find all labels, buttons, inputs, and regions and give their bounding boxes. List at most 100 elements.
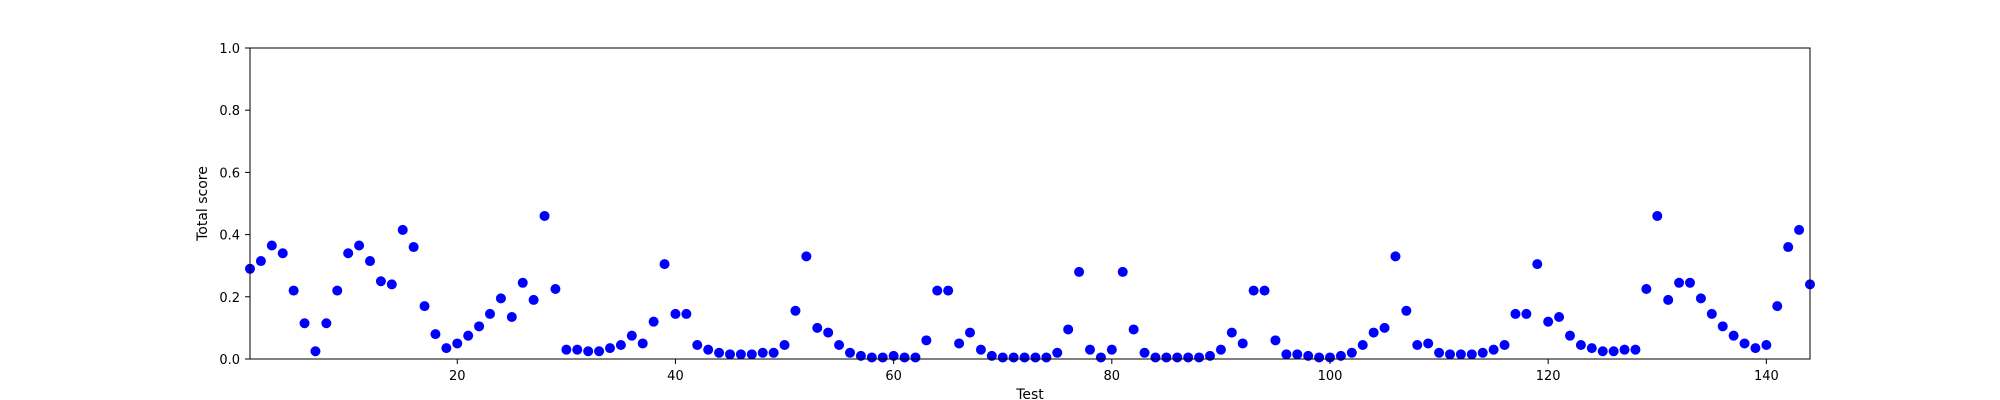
data-point <box>1063 324 1074 335</box>
data-point <box>1183 352 1194 363</box>
data-point <box>1477 347 1488 358</box>
data-point <box>1052 347 1063 358</box>
data-point <box>1706 308 1717 319</box>
plot-area-frame <box>249 47 1811 360</box>
data-point <box>1663 294 1674 305</box>
y-axis-label: Total score <box>195 166 211 242</box>
data-point <box>506 312 517 323</box>
data-point <box>757 347 768 358</box>
data-point <box>386 279 397 290</box>
data-point <box>1401 305 1412 316</box>
data-point <box>266 240 277 251</box>
data-point <box>1095 352 1106 363</box>
data-point <box>1303 350 1314 361</box>
data-point <box>1466 349 1477 360</box>
data-point <box>1314 352 1325 363</box>
data-point <box>572 344 583 355</box>
data-point <box>1248 285 1259 296</box>
data-point <box>277 248 288 259</box>
data-point <box>692 340 703 351</box>
data-point <box>1335 350 1346 361</box>
x-tick-label: 40 <box>667 369 684 384</box>
y-tick-label: 0.8 <box>219 104 240 119</box>
data-point <box>1139 347 1150 358</box>
data-point <box>1750 343 1761 354</box>
data-point <box>1434 347 1445 358</box>
data-point <box>648 316 659 327</box>
data-point <box>1685 277 1695 288</box>
data-point <box>365 256 375 267</box>
data-point <box>1085 344 1095 355</box>
data-point <box>1630 344 1641 355</box>
data-points <box>245 210 1815 363</box>
x-tick-label: 100 <box>1318 369 1343 384</box>
data-point <box>1739 338 1750 349</box>
data-point <box>1041 352 1052 363</box>
data-point <box>1641 284 1652 295</box>
y-axis-ticks: 0.0 0.2 0.4 0.6 0.8 1.0 <box>219 42 250 368</box>
data-point <box>1270 335 1281 346</box>
data-point <box>1215 344 1226 355</box>
data-point <box>790 305 801 316</box>
data-point <box>1445 349 1455 360</box>
data-point <box>1379 322 1390 333</box>
data-point <box>888 350 899 361</box>
x-axis-ticks: 20 40 60 80 100 120 140 <box>449 359 1779 384</box>
data-point <box>1226 327 1237 338</box>
data-point <box>997 352 1008 363</box>
data-point <box>1259 285 1270 296</box>
data-point <box>1412 340 1423 351</box>
data-point <box>397 224 408 235</box>
data-point <box>659 259 670 270</box>
data-point <box>1128 324 1139 335</box>
data-point <box>288 285 299 296</box>
data-point <box>834 340 845 351</box>
data-point <box>801 251 812 262</box>
data-point <box>561 344 572 355</box>
x-axis-label: Test <box>1015 387 1044 400</box>
data-point <box>1106 344 1117 355</box>
data-point <box>583 346 594 357</box>
data-point <box>1019 352 1030 363</box>
data-point <box>1194 352 1205 363</box>
data-point <box>1772 301 1783 312</box>
data-point <box>463 330 474 341</box>
data-point <box>255 256 266 267</box>
data-point <box>1292 349 1303 360</box>
data-point <box>1423 338 1434 349</box>
data-point <box>1117 266 1128 277</box>
data-point <box>746 349 757 360</box>
data-point <box>299 318 310 329</box>
data-point <box>1074 266 1085 277</box>
data-point <box>1783 242 1794 253</box>
data-point <box>1237 338 1248 349</box>
data-point <box>1608 346 1619 357</box>
y-tick-label: 0.6 <box>219 166 240 181</box>
data-point <box>517 277 528 288</box>
data-point <box>528 294 539 305</box>
data-point <box>1357 340 1368 351</box>
y-tick-label: 0.4 <box>219 229 240 244</box>
data-point <box>1717 321 1728 332</box>
data-point <box>768 347 779 358</box>
data-point <box>408 242 419 253</box>
data-point <box>1554 312 1565 323</box>
data-point <box>1565 330 1575 341</box>
data-point <box>1008 352 1019 363</box>
data-point <box>419 301 430 312</box>
data-point <box>1695 293 1706 304</box>
data-point <box>1325 352 1335 363</box>
data-point <box>823 327 834 338</box>
x-tick-label: 20 <box>449 369 466 384</box>
data-point <box>1543 316 1554 327</box>
data-point <box>1281 349 1292 360</box>
data-point <box>921 335 932 346</box>
data-point <box>1390 251 1401 262</box>
data-point <box>637 338 648 349</box>
data-point <box>877 352 888 363</box>
y-tick-label: 1.0 <box>219 42 240 57</box>
y-tick-label: 0.0 <box>219 353 240 368</box>
data-point <box>1150 352 1161 363</box>
x-tick-label: 60 <box>885 369 902 384</box>
data-point <box>1652 210 1663 221</box>
